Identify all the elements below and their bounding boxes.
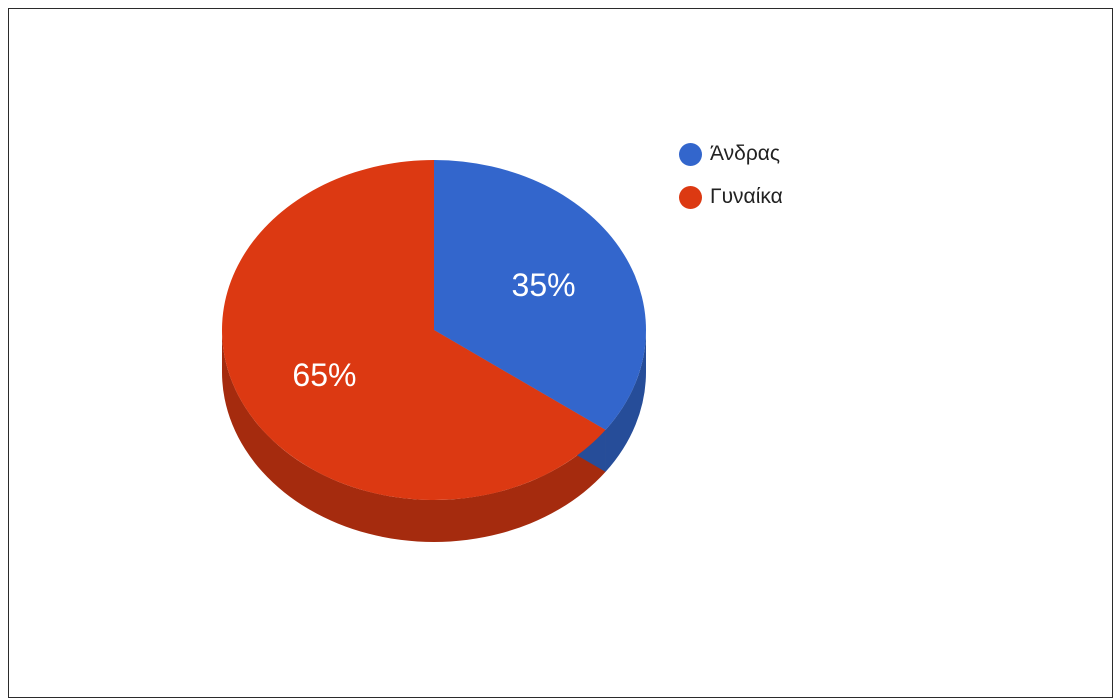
legend-swatch-male [679, 142, 702, 166]
pie-slice-label-1: 65% [292, 357, 356, 393]
pie-slice-1[interactable] [221, 160, 606, 501]
legend-item-female[interactable]: Γυναίκα [679, 183, 783, 211]
pie-side-0-0 [605, 330, 646, 472]
legend-swatch-female [679, 185, 702, 209]
legend-item-male[interactable]: Άνδρας [679, 140, 783, 168]
legend-label-male: Άνδρας [710, 142, 781, 165]
pie-slice-0[interactable] [434, 160, 646, 430]
pie-side-1-0 [222, 330, 606, 542]
legend-label-female: Γυναίκα [710, 185, 783, 208]
legend: Άνδρας Γυναίκα [679, 140, 783, 226]
pie-slice-label-0: 35% [512, 267, 576, 303]
